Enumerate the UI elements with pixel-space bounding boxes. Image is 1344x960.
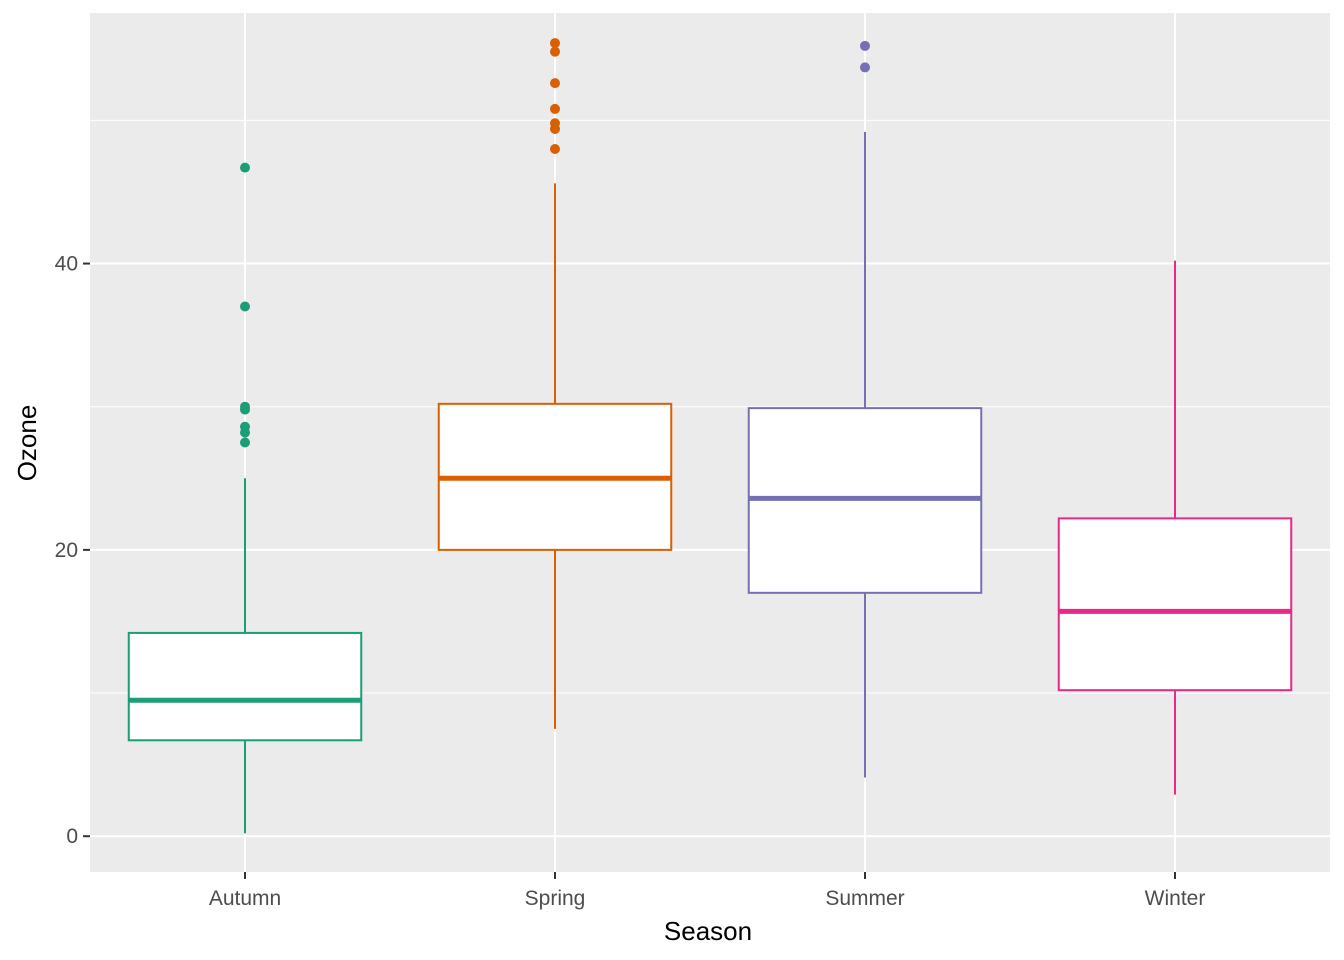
x-tick-label: Winter	[1145, 887, 1206, 910]
summer-outlier	[860, 40, 870, 51]
summer-outlier	[860, 62, 870, 73]
spring-outlier	[550, 118, 560, 129]
spring-outlier	[550, 46, 560, 57]
plot-panel	[90, 13, 1330, 872]
y-axis-title: Ozone	[12, 405, 42, 482]
autumn-outlier	[240, 421, 250, 432]
y-tick-label: 20	[55, 539, 78, 562]
axis-ticks: 0 20 40 Autumn Spring Summer Winter	[55, 253, 1206, 910]
x-tick-label: Autumn	[209, 887, 281, 910]
spring-outlier	[550, 103, 560, 114]
x-axis-title: Season	[664, 916, 752, 946]
autumn-box	[127, 631, 363, 742]
y-tick-label: 40	[55, 253, 78, 276]
autumn-outlier	[240, 301, 250, 312]
autumn-outlier	[240, 162, 250, 173]
x-tick-label: Spring	[525, 887, 586, 910]
autumn-outlier	[240, 401, 250, 412]
spring-outlier	[550, 78, 560, 89]
autumn-outlier	[240, 437, 250, 448]
boxes	[127, 38, 1293, 834]
spring-outlier	[550, 38, 560, 49]
x-tick-label: Summer	[825, 887, 904, 910]
spring-outlier	[550, 144, 560, 155]
winter-box	[1057, 517, 1293, 692]
y-tick-label: 0	[66, 825, 78, 848]
